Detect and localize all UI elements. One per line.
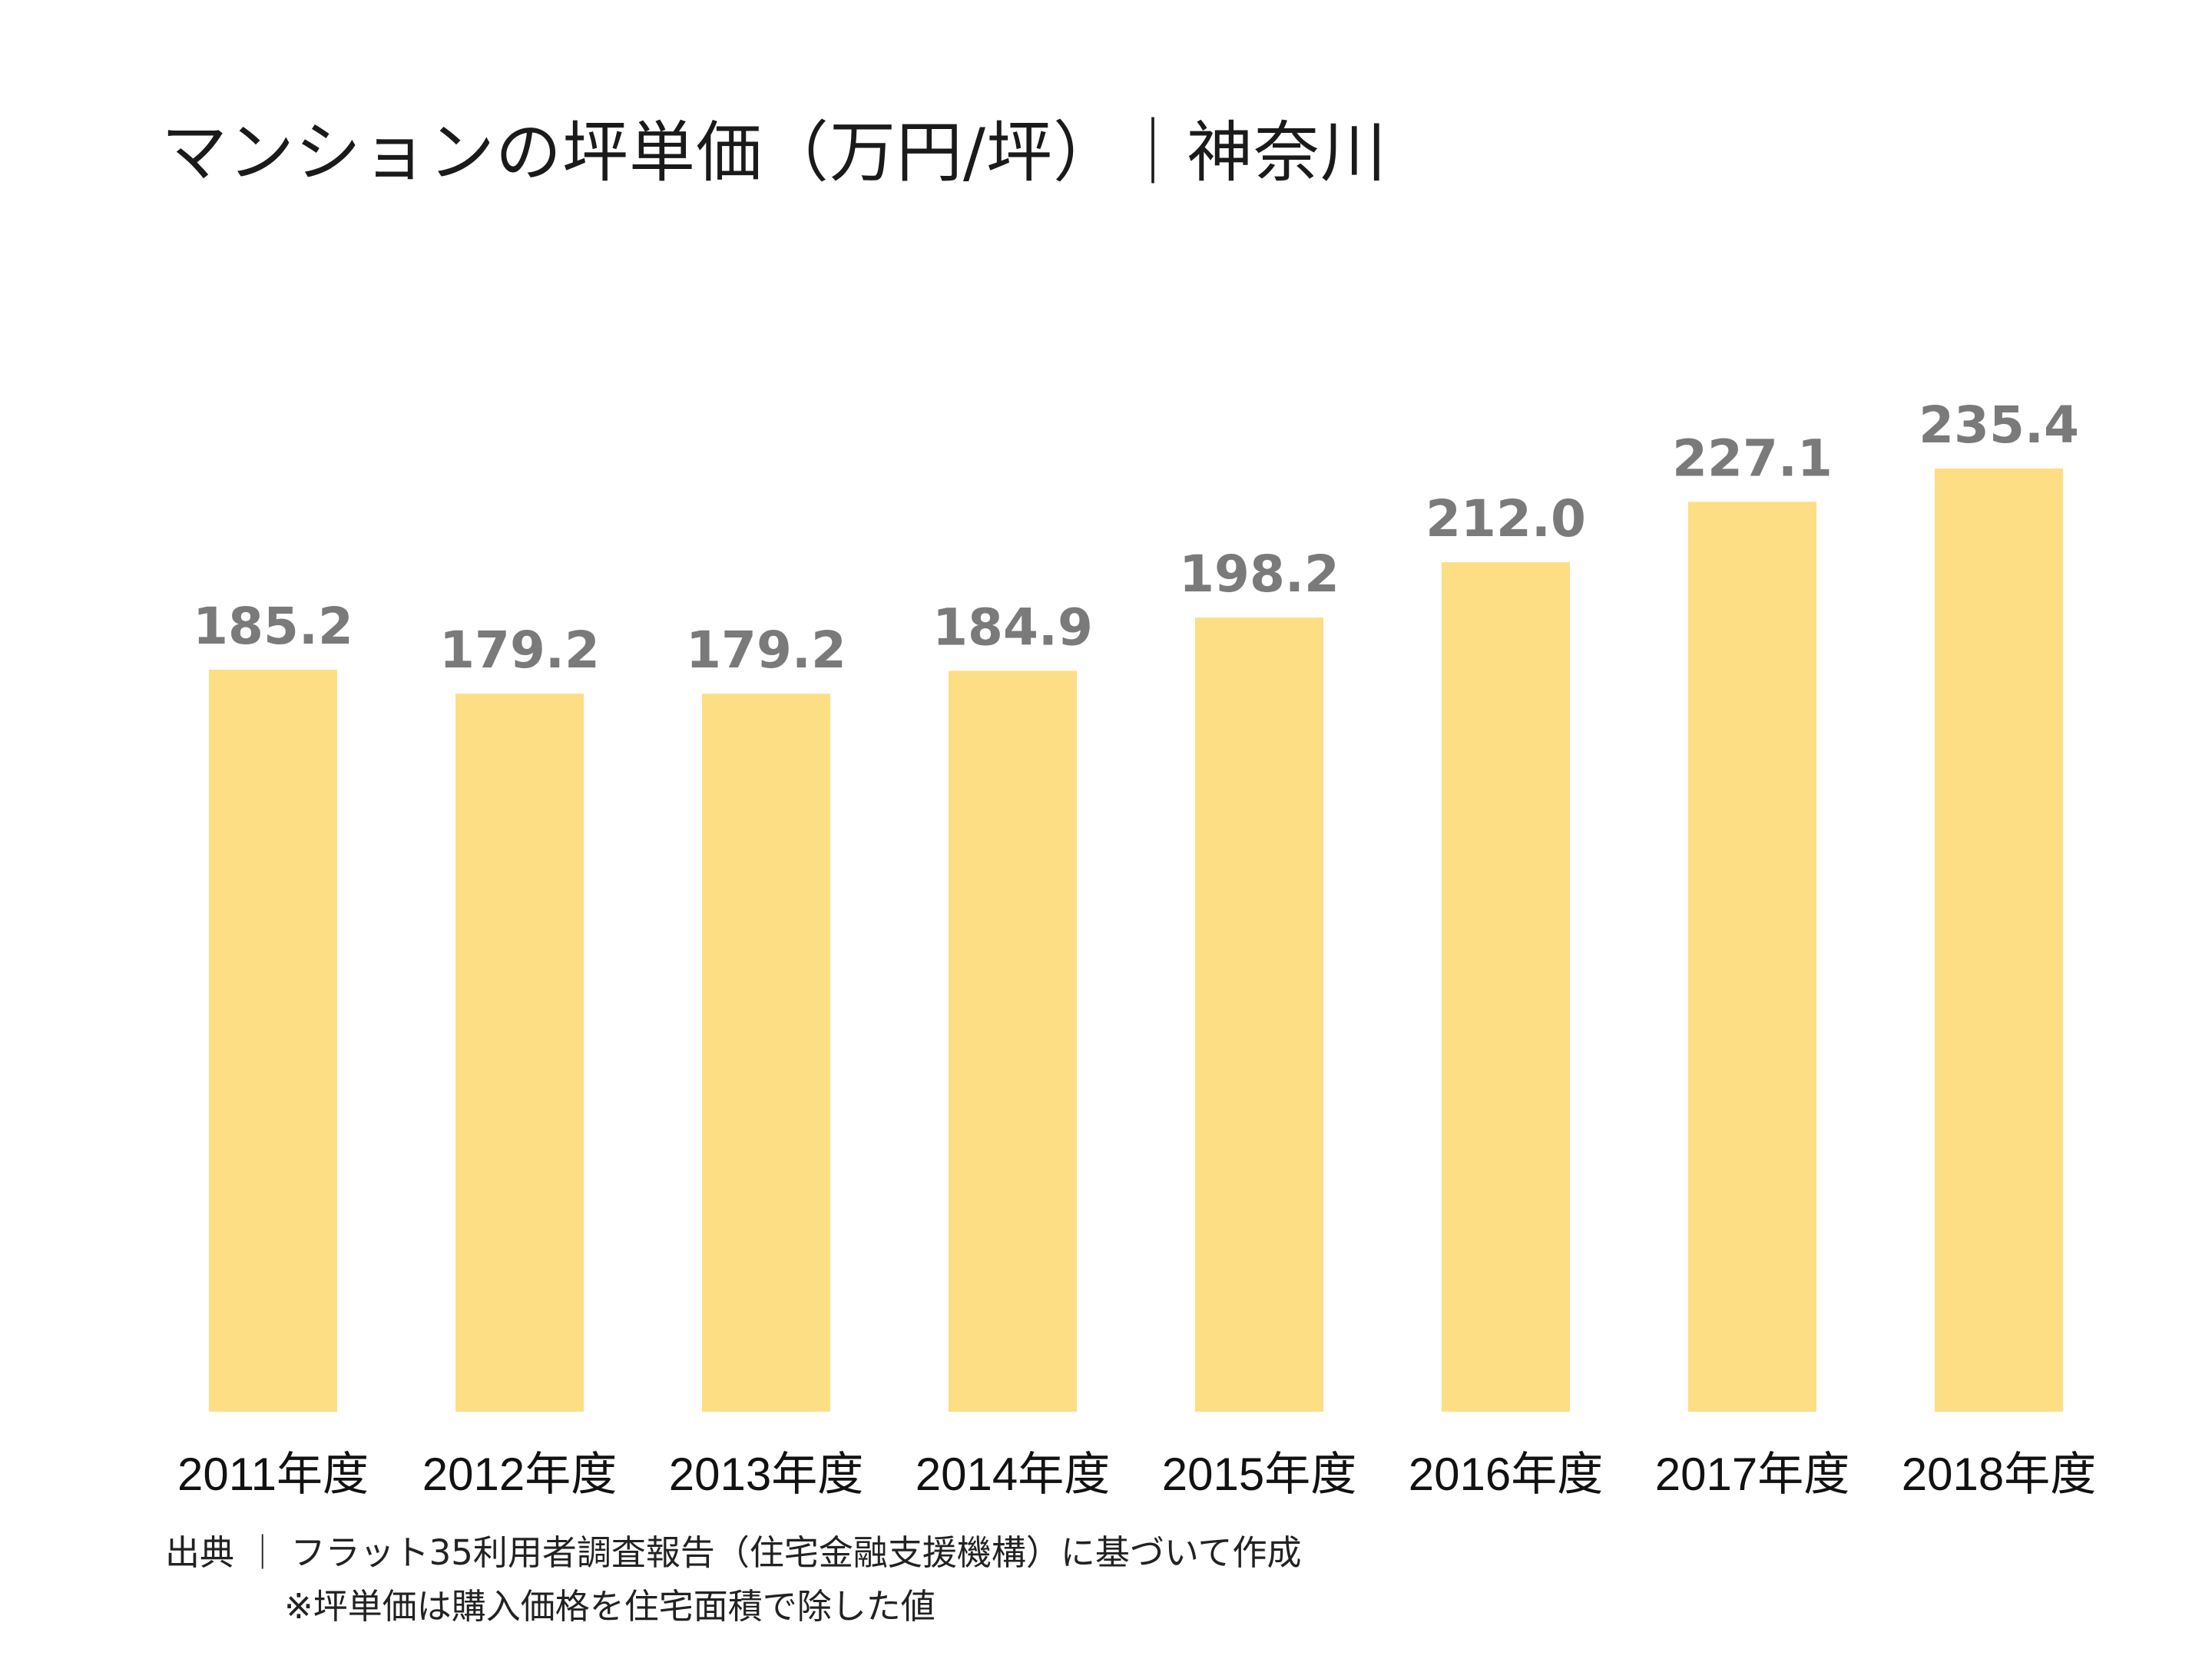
category-label-2015年度: 2015年度 [1162,1449,1356,1500]
category-label-2013年度: 2013年度 [669,1449,863,1500]
value-label-2014年度: 184.9 [932,598,1093,657]
bar-2017年度 [1688,502,1816,1412]
value-label-2018年度: 235.4 [1919,396,2079,455]
value-labels-layer: 185.2 179.2 179.2 184.9 198.2 212.0 227.1 235.4 [193,396,2079,680]
category-label-2017年度: 2017年度 [1655,1449,1849,1500]
category-label-2018年度: 2018年度 [1902,1449,2096,1500]
bar-2015年度 [1195,618,1323,1412]
value-label-2012年度: 179.2 [439,621,600,680]
category-label-2014年度: 2014年度 [916,1449,1110,1500]
bar-2016年度 [1442,562,1570,1412]
value-label-2016年度: 212.0 [1426,489,1586,548]
bars-layer [209,469,2063,1412]
source-note: 出典 ｜ フラット35利用者調査報告（住宅金融支援機構）に基づいて作成 [165,1532,1302,1573]
bar-2014年度 [949,671,1077,1412]
category-label-2012年度: 2012年度 [422,1449,617,1500]
value-label-2011年度: 185.2 [193,597,353,656]
category-label-2016年度: 2016年度 [1409,1449,1603,1500]
footnote: ※坪単価は購入価格を住宅面積で除した値 [284,1586,935,1627]
value-label-2015年度: 198.2 [1179,545,1339,604]
category-labels-layer: 2011年度 2012年度 2013年度 2014年度 2015年度 2016年度 2017… [177,1449,2096,1500]
value-label-2013年度: 179.2 [686,621,846,680]
category-label-2011年度: 2011年度 [177,1449,369,1500]
bar-2013年度 [702,694,830,1412]
bar-2012年度 [455,694,584,1412]
chart-title: マンションの坪単価（万円/坪）｜神奈川 [161,114,1387,191]
bar-2018年度 [1935,469,2063,1412]
bar-2011年度 [209,669,337,1412]
value-label-2017年度: 227.1 [1672,429,1833,488]
